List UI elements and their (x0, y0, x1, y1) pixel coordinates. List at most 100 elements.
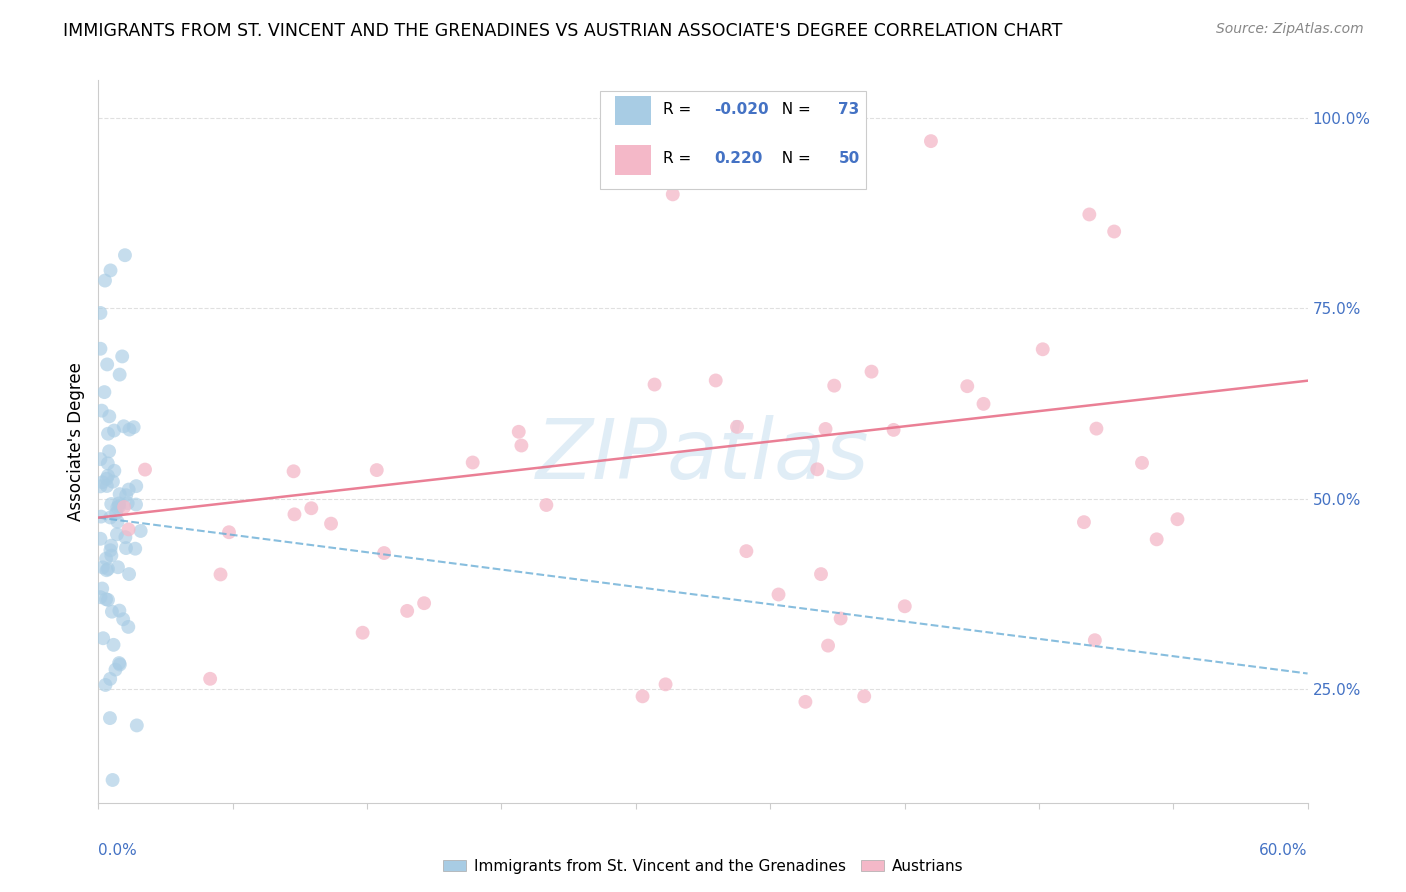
Point (973, 397, 995, 411)
Point (319, 516, 342, 531)
Point (107, 560, 129, 574)
Point (806, 462, 828, 476)
Point (91, 632, 114, 646)
Point (1078, 207, 1101, 221)
Point (96, 358, 118, 372)
Point (134, 462, 156, 476)
Point (108, 496, 131, 510)
Point (98, 711, 121, 725)
Point (704, 374, 727, 388)
Point (105, 527, 128, 541)
Point (100, 263, 122, 277)
Point (90, 509, 112, 524)
Text: N =: N = (772, 102, 815, 117)
Point (108, 368, 131, 382)
Point (96, 479, 118, 493)
Point (810, 567, 832, 582)
Point (1102, 225, 1125, 239)
Point (129, 524, 152, 538)
Point (1166, 512, 1188, 526)
Point (91, 582, 114, 596)
Point (794, 695, 817, 709)
Point (115, 488, 138, 502)
Point (100, 497, 122, 511)
Point (283, 464, 305, 478)
Point (101, 605, 124, 619)
Point (125, 718, 148, 732)
Point (89, 590, 111, 604)
Point (1073, 515, 1095, 529)
FancyBboxPatch shape (600, 91, 866, 189)
Point (89, 306, 111, 320)
Text: -0.020: -0.020 (714, 102, 769, 117)
Point (114, 248, 136, 262)
Point (97, 468, 120, 483)
Point (101, 772, 124, 787)
Point (89, 452, 111, 467)
Point (90, 403, 112, 417)
Point (98, 409, 121, 424)
Point (103, 464, 125, 478)
Point (125, 479, 148, 493)
Text: N =: N = (772, 151, 815, 166)
Point (97, 426, 120, 441)
Point (768, 587, 790, 601)
Point (89, 532, 111, 546)
Point (112, 500, 135, 514)
Point (112, 419, 135, 434)
Point (100, 549, 122, 563)
Point (1032, 343, 1054, 357)
Point (198, 672, 221, 686)
Point (1084, 633, 1107, 648)
Point (98, 672, 121, 686)
Point (735, 544, 758, 558)
Point (117, 496, 139, 510)
Point (96, 472, 118, 486)
Point (413, 596, 436, 610)
Point (218, 525, 240, 540)
Point (108, 487, 131, 501)
Point (97, 562, 120, 576)
Text: 0.220: 0.220 (714, 151, 762, 166)
Point (1085, 422, 1108, 436)
Point (107, 515, 129, 529)
Point (103, 638, 125, 652)
Point (894, 599, 917, 614)
Point (93, 385, 115, 400)
Point (122, 420, 145, 434)
Point (108, 500, 131, 514)
Point (956, 379, 979, 393)
Point (814, 422, 837, 436)
Point (94, 592, 117, 607)
Point (103, 424, 125, 438)
Point (100, 539, 122, 553)
Point (631, 690, 654, 704)
Point (96, 563, 118, 577)
Point (94, 274, 117, 288)
Point (209, 567, 232, 582)
Point (883, 423, 905, 437)
Point (104, 663, 127, 677)
Point (111, 350, 134, 364)
Point (91, 560, 114, 574)
Point (508, 425, 530, 439)
Point (101, 475, 124, 489)
Point (536, 498, 558, 512)
Point (1146, 533, 1168, 547)
Point (366, 463, 388, 477)
Point (89, 479, 111, 493)
Point (118, 483, 141, 497)
Point (117, 522, 139, 536)
Point (352, 625, 374, 640)
Point (396, 604, 419, 618)
Text: 60.0%: 60.0% (1260, 843, 1308, 857)
Point (823, 378, 845, 392)
Point (94, 678, 117, 692)
Point (830, 611, 852, 625)
Point (124, 541, 146, 556)
Text: IMMIGRANTS FROM ST. VINCENT AND THE GRENADINES VS AUSTRIAN ASSOCIATE'S DEGREE CO: IMMIGRANTS FROM ST. VINCENT AND THE GREN… (63, 22, 1063, 40)
Bar (614, 145, 651, 175)
Text: R =: R = (664, 102, 696, 117)
Point (725, 420, 748, 434)
Point (853, 690, 876, 704)
